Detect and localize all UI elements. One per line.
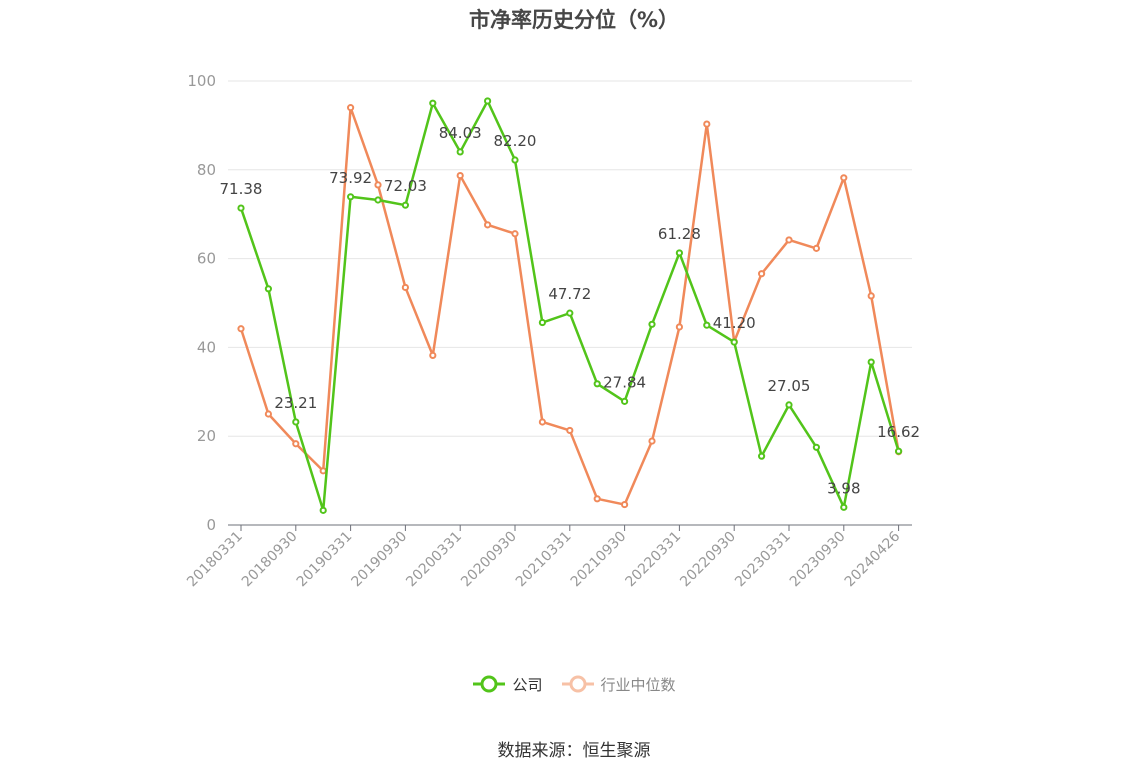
data-label-company: 84.03 <box>439 124 482 142</box>
x-tick-label: 20210331 <box>513 529 575 591</box>
x-tick-label: 20230930 <box>787 529 849 591</box>
data-point-company <box>237 204 245 212</box>
data-point-company <box>895 447 903 455</box>
data-point-industry <box>621 500 629 509</box>
legend: 公司 行业中位数 <box>0 672 1148 696</box>
data-label-company: 73.92 <box>329 169 372 187</box>
data-point-industry <box>484 221 492 229</box>
data-point-company <box>374 196 382 204</box>
grid-lines <box>228 80 912 437</box>
data-label-company: 47.72 <box>548 285 591 303</box>
x-tick-label: 20220930 <box>677 529 739 591</box>
data-point-company <box>730 338 738 346</box>
data-label-company: 3.98 <box>827 479 860 497</box>
data-point-company <box>401 201 409 209</box>
x-tick-label: 20240426 <box>842 528 904 590</box>
data-point-company <box>812 443 821 451</box>
x-axis: 2018033120180930201903312019093020200331… <box>184 524 912 591</box>
x-tick-label: 20180331 <box>184 529 246 591</box>
data-point-company <box>456 148 464 156</box>
x-tick-label: 20230331 <box>732 529 794 591</box>
data-point-industry <box>675 323 684 331</box>
x-tick-label: 20200331 <box>403 529 465 591</box>
data-point-company <box>785 401 793 409</box>
data-point-company <box>675 249 684 257</box>
data-point-industry <box>758 270 766 278</box>
data-point-company <box>264 285 272 293</box>
data-point-company <box>429 99 437 107</box>
data-point-company <box>319 506 327 514</box>
y-tick-label: 60 <box>197 250 216 268</box>
data-label-company: 16.62 <box>877 423 920 441</box>
y-tick-label: 40 <box>197 338 216 356</box>
data-point-industry <box>429 351 437 359</box>
data-point-company <box>758 452 766 460</box>
data-point-industry <box>593 495 601 503</box>
data-label-company: 41.20 <box>713 314 756 332</box>
data-label-company: 27.84 <box>603 373 646 391</box>
series-line-industry <box>239 106 900 506</box>
legend-industry-swatch-icon <box>561 675 594 693</box>
data-label-company: 27.05 <box>768 377 811 395</box>
data-point-company <box>703 321 711 329</box>
data-point-industry <box>867 292 875 300</box>
data-label-company: 72.03 <box>384 177 427 195</box>
data-point-company <box>538 318 547 327</box>
data-point-company <box>484 97 492 105</box>
x-tick-label: 20190331 <box>294 529 356 591</box>
data-label-company: 82.20 <box>494 132 537 150</box>
data-point-industry <box>456 171 464 180</box>
data-point-industry <box>511 230 519 238</box>
series-layer <box>237 97 903 514</box>
data-point-industry <box>538 418 547 426</box>
y-axis-ticks: 0 20 40 60 80 100 <box>187 72 216 534</box>
y-tick-label: 20 <box>197 427 216 445</box>
data-point-industry <box>264 410 272 418</box>
data-point-company <box>511 156 519 164</box>
data-point-industry <box>840 174 848 182</box>
data-point-company <box>566 309 574 317</box>
data-point-industry <box>566 426 574 435</box>
data-point-company <box>593 380 601 388</box>
data-label-company: 23.21 <box>274 394 317 412</box>
data-point-company <box>621 397 629 405</box>
data-point-industry <box>347 104 355 112</box>
x-tick-label: 20190930 <box>349 529 411 591</box>
data-point-company <box>867 358 875 366</box>
line-chart: 0 20 40 60 80 100 201803312018093020190331201… <box>184 72 921 591</box>
data-point-company <box>648 320 656 328</box>
data-point-industry <box>237 325 245 333</box>
data-point-company <box>840 503 848 511</box>
data-label-company: 61.28 <box>658 225 701 243</box>
data-point-industry <box>319 467 327 475</box>
legend-item-industry[interactable]: 行业中位数 <box>561 672 676 696</box>
data-point-industry <box>812 244 821 252</box>
y-tick-label: 80 <box>197 161 216 179</box>
data-point-company <box>347 193 355 201</box>
data-labels: 71.38 23.21 73.92 72.03 84.03 82.20 47.72 27.84… <box>220 124 921 497</box>
x-tick-label: 20200930 <box>458 529 520 591</box>
data-label-company: 71.38 <box>220 180 263 198</box>
chart-title: 市净率历史分位（%） <box>468 8 680 32</box>
x-tick-label: 20220331 <box>623 529 685 591</box>
data-point-industry <box>703 120 711 128</box>
legend-company-swatch-icon <box>473 675 506 693</box>
legend-item-company[interactable]: 公司 <box>472 672 543 696</box>
y-tick-label: 100 <box>187 72 216 90</box>
data-point-industry <box>374 181 382 189</box>
legend-company-label: 公司 <box>512 675 543 694</box>
data-point-industry <box>648 437 656 445</box>
data-point-company <box>292 418 300 426</box>
data-source: 数据来源：恒生聚源 <box>497 741 651 761</box>
data-point-industry <box>401 283 409 292</box>
data-point-industry <box>292 440 300 448</box>
y-tick-label: 0 <box>206 516 216 534</box>
x-tick-label: 20210930 <box>568 529 630 591</box>
series-line-company <box>239 99 900 512</box>
legend-industry-label: 行业中位数 <box>600 675 676 694</box>
x-tick-label: 20180930 <box>239 529 301 591</box>
data-point-industry <box>785 236 793 244</box>
